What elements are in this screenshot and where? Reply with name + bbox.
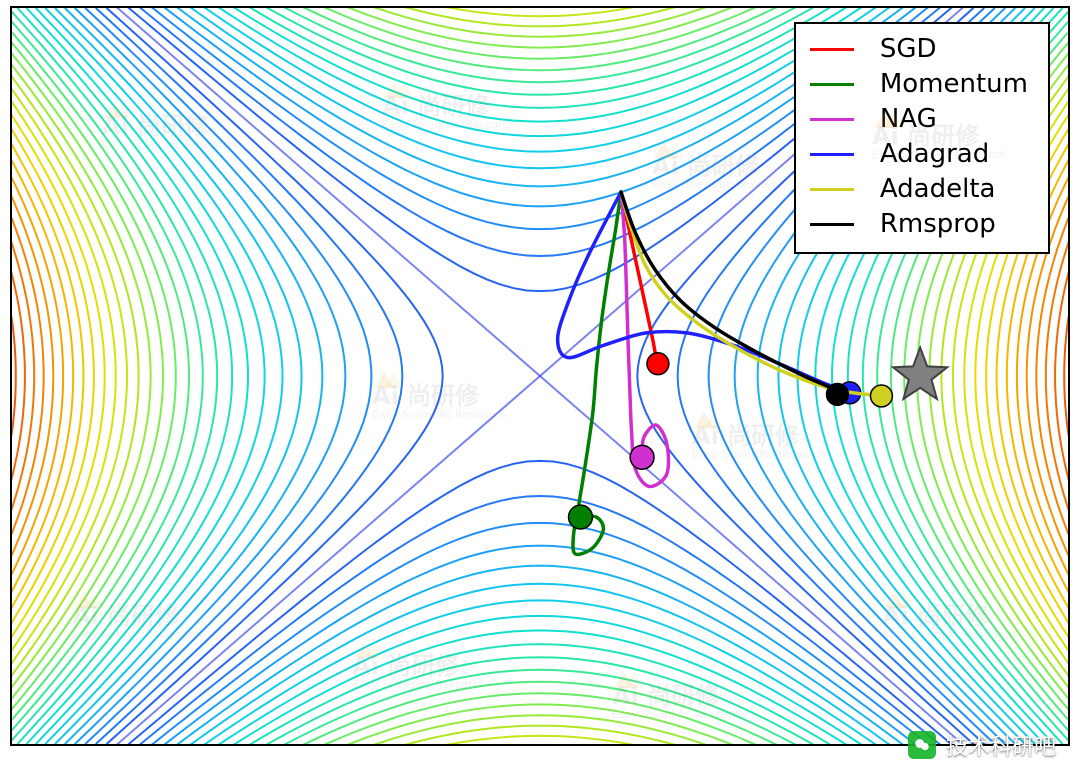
endpoint-rmsprop: [826, 383, 848, 405]
endpoint-momentum: [569, 505, 593, 529]
plot-frame: SGD Momentum NAG Adagrad Adadelta Rmspro…: [10, 6, 1070, 746]
legend-label-adagrad: Adagrad: [880, 137, 989, 172]
legend-label-nag: NAG: [880, 102, 937, 137]
endpoint-adadelta: [870, 385, 892, 407]
footer-source-label: 技术科研吧: [908, 729, 1056, 761]
goal-star-icon: [893, 348, 947, 399]
legend-swatch-adagrad: [810, 153, 854, 156]
legend-swatch-adadelta: [810, 188, 854, 191]
legend-item-nag: NAG: [810, 102, 1028, 137]
legend-swatch-nag: [810, 118, 854, 121]
legend-swatch-sgd: [810, 48, 854, 51]
wechat-icon: [908, 731, 936, 759]
endpoint-sgd: [647, 353, 669, 375]
legend-item-adadelta: Adadelta: [810, 172, 1028, 207]
legend-swatch-rmsprop: [810, 223, 854, 226]
legend-label-rmsprop: Rmsprop: [880, 207, 996, 242]
legend-label-momentum: Momentum: [880, 67, 1028, 102]
endpoint-nag: [630, 445, 654, 469]
trajectory-momentum: [573, 192, 621, 554]
legend: SGD Momentum NAG Adagrad Adadelta Rmspro…: [794, 22, 1050, 254]
legend-item-rmsprop: Rmsprop: [810, 207, 1028, 242]
legend-item-sgd: SGD: [810, 32, 1028, 67]
legend-label-sgd: SGD: [880, 32, 937, 67]
legend-item-momentum: Momentum: [810, 67, 1028, 102]
trajectory-nag: [621, 192, 669, 487]
legend-label-adadelta: Adadelta: [880, 172, 996, 207]
legend-swatch-momentum: [810, 83, 854, 86]
legend-item-adagrad: Adagrad: [810, 137, 1028, 172]
footer-text: 技术科研吧: [946, 729, 1056, 761]
